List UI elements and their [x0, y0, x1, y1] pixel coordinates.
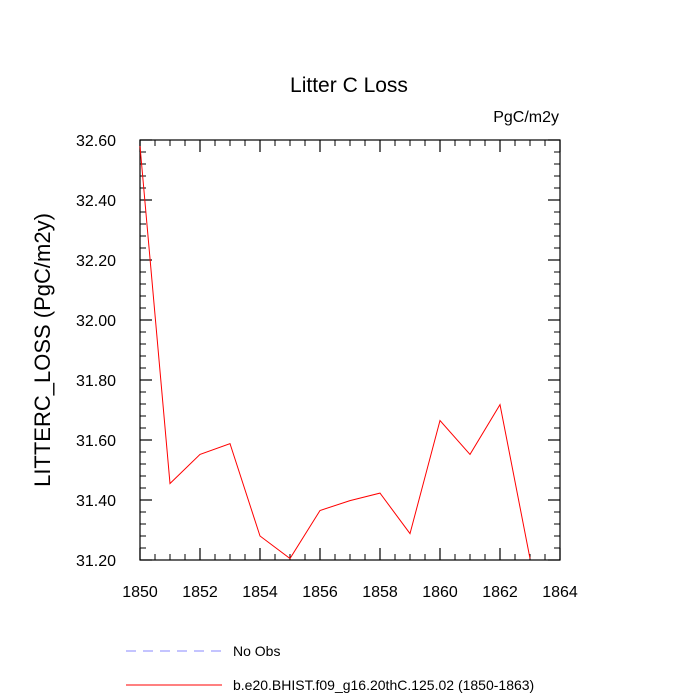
axis-ticks	[139, 139, 561, 561]
x-tick-label: 1854	[242, 584, 278, 601]
x-tick-label: 1856	[302, 584, 338, 601]
x-tick-label: 1858	[362, 584, 398, 601]
plot-frame	[139, 139, 561, 561]
y-tick-label: 32.60	[76, 133, 116, 150]
y-tick-label: 31.40	[76, 493, 116, 510]
chart-title: Litter C Loss	[290, 74, 408, 97]
series-line	[139, 145, 531, 560]
x-tick-label: 1864	[542, 584, 578, 601]
y-tick-label: 32.00	[76, 313, 116, 330]
units-label: PgC/m2y	[493, 109, 559, 126]
legend: No Obs b.e20.BHIST.f09_g16.20thC.125.02 (…	[126, 643, 534, 693]
y-tick-label: 31.80	[76, 373, 116, 390]
y-tick-label: 31.20	[76, 553, 116, 570]
y-tick-label: 32.40	[76, 193, 116, 210]
y-tick-label: 31.60	[76, 433, 116, 450]
legend-label: No Obs	[233, 643, 280, 659]
x-tick-label: 1860	[422, 584, 458, 601]
x-tick-label: 1852	[182, 584, 218, 601]
y-tick-label: 32.20	[76, 253, 116, 270]
series-layer	[139, 145, 531, 560]
axis-tick-labels: 1850 1852 1854 1856 1858 1860 1862 1864 31.20 31.…	[76, 133, 578, 601]
y-axis-label: LITTERC_LOSS (PgC/m2y)	[30, 213, 55, 487]
x-tick-label: 1850	[122, 584, 158, 601]
legend-label: b.e20.BHIST.f09_g16.20thC.125.02 (1850-1…	[233, 677, 534, 693]
x-tick-label: 1862	[482, 584, 518, 601]
